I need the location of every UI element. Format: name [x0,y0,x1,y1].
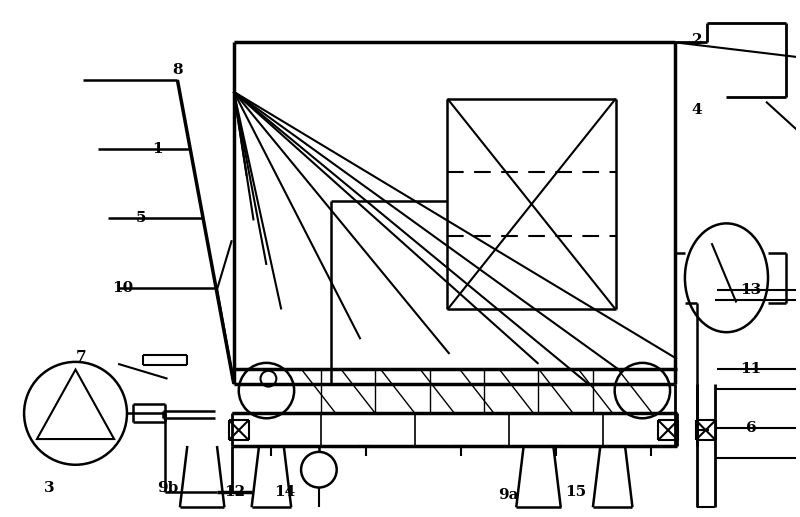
Text: 10: 10 [112,281,134,295]
Text: 6: 6 [746,421,757,435]
Text: 5: 5 [135,211,146,225]
Text: 11: 11 [741,362,762,376]
Text: 8: 8 [172,63,182,77]
Text: 7: 7 [76,350,86,364]
Text: 13: 13 [741,283,762,297]
Text: 4: 4 [691,102,702,117]
Text: 1: 1 [152,142,163,156]
Text: 15: 15 [566,485,586,499]
Text: 9b: 9b [157,480,178,495]
Text: 12: 12 [224,485,246,499]
Text: 3: 3 [43,480,54,495]
Text: 9a: 9a [498,489,519,503]
Text: 14: 14 [274,485,296,499]
Text: 2: 2 [691,34,702,48]
